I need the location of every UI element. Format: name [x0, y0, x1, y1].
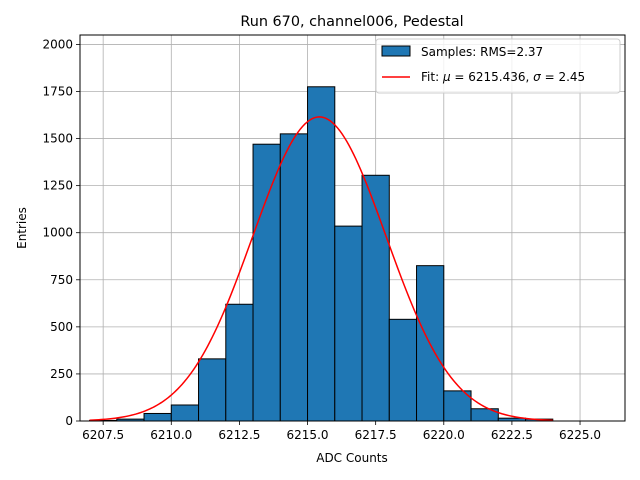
fit-curve: [89, 116, 553, 422]
y-tick-label-6: 1500: [42, 132, 73, 146]
y-tick-label-2: 500: [50, 320, 73, 334]
x-tick-label-1: 6210.0: [150, 428, 192, 442]
legend-label-samples: Samples: RMS=2.37: [421, 45, 543, 59]
histogram-bar-6: [252, 143, 281, 422]
legend-swatch-samples: [381, 45, 411, 57]
legend-label-fit: Fit: μ = 6215.436, σ = 2.45: [421, 70, 585, 84]
histogram-bars: [89, 86, 554, 422]
x-tick-label-0: 6207.5: [82, 428, 124, 442]
x-axis-ticks: 6207.5 6210.0 6212.5 6215.0 6217.5 6220.0 6222…: [82, 421, 601, 442]
y-tick-label-0: 0: [65, 414, 73, 428]
y-tick-label-8: 2000: [42, 37, 73, 51]
histogram-bar-10: [361, 174, 390, 422]
plot-frame: [79, 34, 626, 422]
y-axis-ticks: 0 250 500 750 1000 1250 1500 1750 2000: [42, 37, 80, 428]
x-tick-label-6: 6222.5: [491, 428, 533, 442]
x-axis-title: ADC Counts: [316, 451, 388, 465]
histogram-bar-2: [143, 412, 172, 422]
legend-box: [375, 38, 621, 94]
y-tick-label-4: 1000: [42, 226, 73, 240]
y-tick-label-3: 750: [50, 273, 73, 287]
histogram-bar-11: [388, 318, 418, 422]
x-tick-label-3: 6215.0: [287, 428, 329, 442]
histogram-bar-5: [225, 303, 254, 422]
histogram-bar-7: [279, 133, 309, 422]
y-axis-title: Entries: [15, 207, 29, 249]
x-tick-label-7: 6225.0: [559, 428, 601, 442]
histogram-bar-9: [334, 225, 363, 422]
x-tick-label-4: 6217.5: [355, 428, 397, 442]
histogram-bar-4: [198, 358, 227, 422]
y-tick-label-5: 1250: [42, 179, 73, 193]
y-tick-label-1: 250: [50, 367, 73, 381]
x-tick-label-2: 6212.5: [218, 428, 260, 442]
legend: Samples: RMS=2.37 Fit: μ = 6215.436, σ =…: [375, 38, 621, 94]
chart-title: Run 670, channel006, Pedestal: [240, 14, 463, 30]
x-tick-label-5: 6220.0: [423, 428, 465, 442]
y-tick-label-7: 1750: [42, 84, 73, 98]
histogram-bar-8: [307, 86, 336, 422]
histogram-bar-3: [170, 404, 200, 422]
